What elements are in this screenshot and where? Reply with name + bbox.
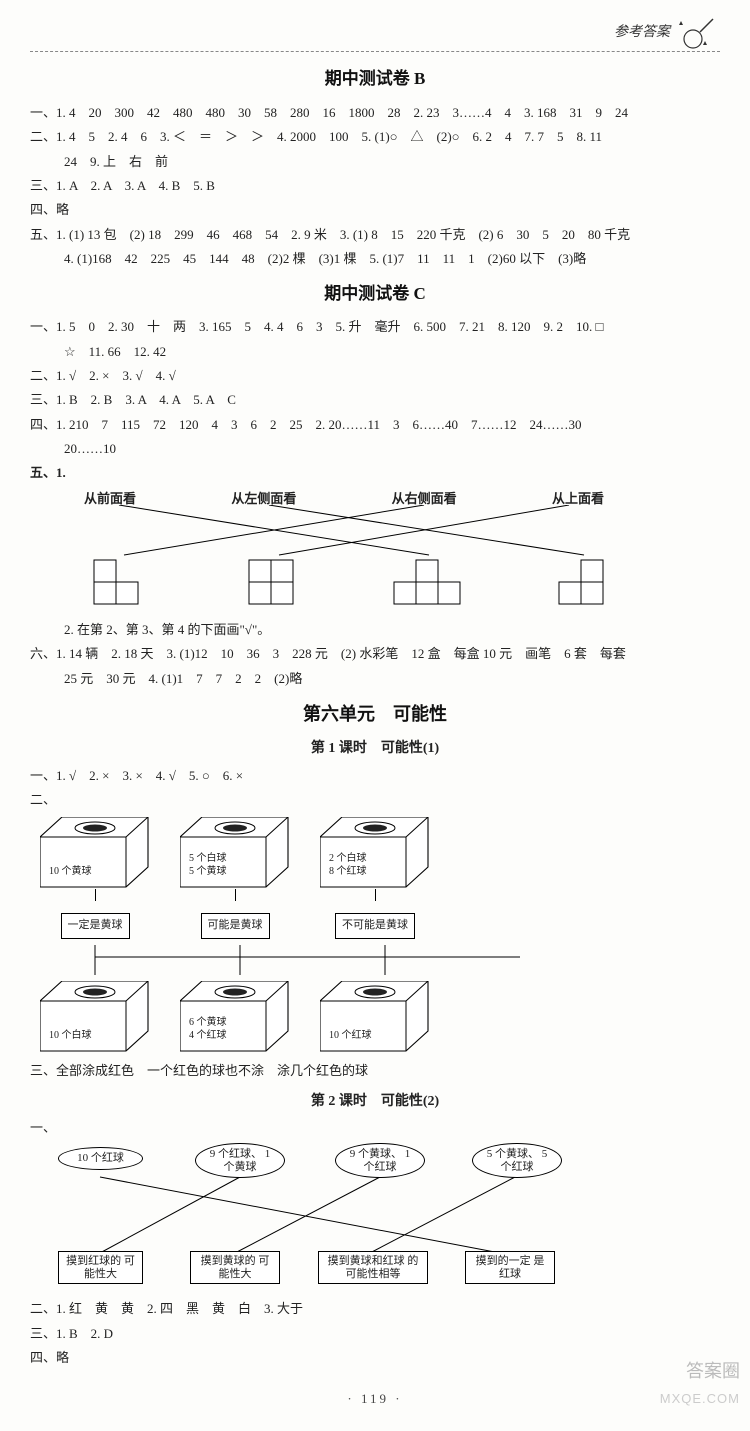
cube-item: 2 个白球 8 个红球不可能是黄球 [320,817,430,939]
text-line: 二、1. 红 黄 黄 2. 四 黑 黄 白 3. 大于 [30,1297,720,1320]
text-line: 五、1. (1) 13 包 (2) 18 299 46 468 54 2. 9 … [30,223,720,246]
link-lines [40,945,600,975]
text-line: ☆ 11. 66 12. 42 [30,340,720,363]
text-line: 一、1. √ 2. × 3. × 4. √ 5. ○ 6. × [30,764,720,787]
text-line: 六、1. 14 辆 2. 18 天 3. (1)12 10 36 3 228 元… [30,642,720,665]
cube-item: 10 个白球 [40,981,150,1053]
header-title: 参考答案 [614,25,670,40]
cube-item: 10 个黄球一定是黄球 [40,817,150,939]
text-line: 三、1. B 2. B 3. A 4. A 5. A C [30,388,720,411]
text-line: 20……10 [30,437,720,460]
result-tag: 可能是黄球 [201,913,270,939]
divider [30,51,720,52]
view-matching-diagram: 从前面看 从左侧面看 从右侧面看 从上面看 [64,487,644,617]
rect-item: 摸到红球的 可能性大 [58,1251,143,1284]
watermark: 答案圈 MXQE.COM [660,1355,740,1411]
result-tag: 不可能是黄球 [335,913,415,939]
cube-row-bottom: 10 个白球 6 个黄球 4 个红球 10 个红球 [40,981,720,1053]
text-line: 二、1. 4 5 2. 4 6 3. ＜ ＝ ＞ ＞ 4. 2000 100 5… [30,125,720,148]
result-tag: 一定是黄球 [61,913,130,939]
lesson1-title: 第 1 课时 可能性(1) [30,736,720,761]
text-line: 四、略 [30,1346,720,1369]
text-line: 三、全部涂成红色 一个红色的球也不涂 涂几个红色的球 [30,1059,720,1082]
text-line: 一、 [30,1116,720,1139]
watermark-a: 答案圈 [660,1355,740,1387]
cube-row-top: 10 个黄球一定是黄球 5 个白球 5 个黄球可能是黄球 2 个白球 8 个红球… [40,817,720,939]
cube-item: 10 个红球 [320,981,430,1053]
oval-item: 10 个红球 [58,1147,143,1170]
page-number: · 119 · [30,1387,720,1410]
unit6-title: 第六单元 可能性 [30,698,720,730]
rect-item: 摸到的一定 是红球 [465,1251,555,1284]
header-deco-icon [675,15,715,50]
text-line: 一、1. 5 0 2. 30 十 两 3. 165 5 4. 4 6 3 5. … [30,315,720,338]
q5-prefix: 五、1. [30,465,66,480]
text-line: 24 9. 上 右 前 [30,150,720,173]
text-line: 三、1. A 2. A 3. A 4. B 5. B [30,174,720,197]
rect-item: 摸到黄球的 可能性大 [190,1251,280,1284]
section-title-midc: 期中测试卷 C [30,279,720,310]
text-line: 三、1. B 2. D [30,1322,720,1345]
text-line: 四、略 [30,198,720,221]
cube-item: 5 个白球 5 个黄球可能是黄球 [180,817,290,939]
text-line: 四、1. 210 7 115 72 120 4 3 6 2 25 2. 20……… [30,413,720,436]
cube-item: 6 个黄球 4 个红球 [180,981,290,1053]
text-line: 4. (1)168 42 225 45 144 48 (2)2 棵 (3)1 棵… [30,247,720,270]
watermark-b: MXQE.COM [660,1387,740,1410]
oval-rect-matching: 10 个红球 9 个红球、 1 个黄球 9 个黄球、 1 个红球 5 个黄球、 … [40,1143,600,1293]
text-line: 二、 [30,788,720,811]
rect-item: 摸到黄球和红球 的可能性相等 [318,1251,428,1284]
text-line: 二、1. √ 2. × 3. √ 4. √ [30,364,720,387]
lesson2-title: 第 2 课时 可能性(2) [30,1089,720,1114]
text-line: 一、1. 4 20 300 42 480 480 30 58 280 16 18… [30,101,720,124]
text-line: 25 元 30 元 4. (1)1 7 7 2 2 (2)略 [30,667,720,690]
section-title-midb: 期中测试卷 B [30,64,720,95]
text-line: 2. 在第 2、第 3、第 4 的下面画"√"。 [30,618,720,641]
